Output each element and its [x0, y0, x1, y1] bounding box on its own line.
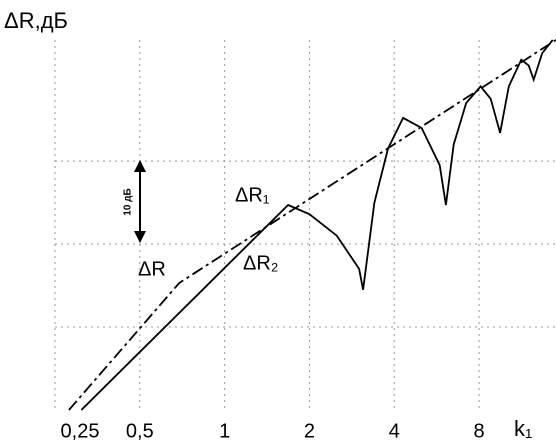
x-tick-label: 4	[389, 420, 400, 442]
dashed-line	[68, 39, 556, 411]
x-tick-label: 1	[219, 420, 230, 442]
x-axis-label: k₁	[514, 416, 532, 441]
x-tick-label: 2	[304, 420, 315, 442]
scale-annotation: 10 дБ	[123, 188, 134, 215]
x-tick-label: 0,25	[61, 420, 100, 442]
annotation: ΔR₂	[243, 252, 279, 274]
scale-arrow	[134, 160, 146, 243]
annotation: ΔR₁	[235, 184, 270, 206]
x-tick-label: 8	[474, 420, 485, 442]
chart-title: ΔR,дБ	[4, 8, 68, 33]
annotation: ΔR	[138, 258, 166, 280]
solid-line	[80, 39, 554, 411]
x-tick-label: 0,5	[126, 420, 154, 442]
